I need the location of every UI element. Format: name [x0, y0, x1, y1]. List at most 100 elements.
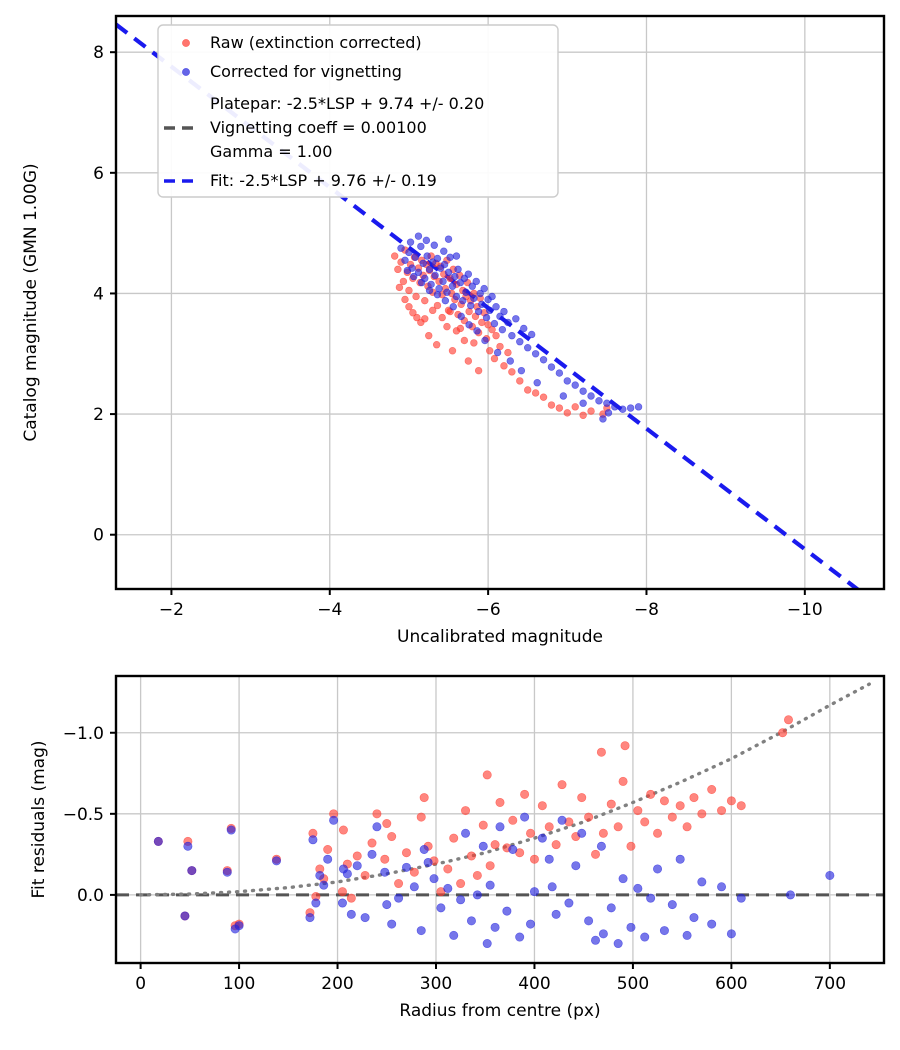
- data-point: [707, 919, 717, 929]
- data-point: [394, 893, 404, 903]
- axes-frame: [114, 14, 886, 591]
- data-point: [604, 409, 613, 417]
- y-tick-label: 6: [93, 164, 104, 184]
- data-point: [646, 789, 656, 799]
- legend-entry[interactable]: Fit: -2.5*LSP + 9.76 +/- 0.19: [164, 171, 437, 190]
- x-tick-label: 500: [617, 974, 649, 994]
- x-tick-label: −10: [787, 600, 823, 620]
- data-point: [443, 864, 453, 874]
- y-tick-label: 0: [93, 526, 104, 546]
- x-tick-label: 100: [223, 974, 255, 994]
- data-point: [564, 898, 574, 908]
- data-point: [466, 916, 476, 926]
- data-point: [490, 840, 500, 850]
- data-point: [531, 389, 540, 397]
- legend-entry[interactable]: Vignetting coeff = 0.00100: [164, 118, 427, 137]
- data-point: [411, 253, 419, 261]
- data-point: [443, 322, 451, 331]
- data-point: [516, 338, 524, 346]
- legend-entry[interactable]: Corrected for vignetting: [182, 62, 402, 81]
- data-point: [613, 939, 623, 949]
- data-point: [726, 796, 736, 806]
- legend-entry[interactable]: Raw (extinction corrected): [182, 33, 422, 52]
- data-point: [486, 306, 494, 315]
- data-point: [481, 336, 489, 345]
- data-point: [234, 921, 244, 931]
- data-point: [472, 277, 480, 286]
- data-point: [618, 874, 628, 884]
- x-tick-label: 700: [814, 974, 846, 994]
- data-point: [551, 909, 561, 919]
- legend-label: Platepar: -2.5*LSP + 9.74 +/- 0.20: [210, 94, 484, 113]
- data-point: [717, 806, 727, 816]
- data-point: [785, 890, 795, 900]
- data-point: [591, 849, 601, 859]
- data-point: [472, 870, 482, 880]
- plot-area: [116, 682, 884, 949]
- y-tick-label: 8: [93, 43, 104, 63]
- x-tick-label: 200: [321, 974, 353, 994]
- data-point: [533, 379, 541, 387]
- data-point: [417, 278, 426, 287]
- data-point: [405, 248, 413, 257]
- data-point: [736, 893, 746, 903]
- data-point: [619, 405, 627, 413]
- legend-marker-dot: [182, 39, 190, 47]
- data-point: [431, 271, 439, 280]
- plot-area: [116, 22, 861, 589]
- data-point: [571, 861, 581, 871]
- data-point: [478, 318, 486, 327]
- legend: Raw (extinction corrected) Corrected for …: [157, 24, 559, 198]
- data-point: [432, 341, 441, 349]
- legend-entry[interactable]: Platepar: -2.5*LSP + 9.74 +/- 0.20: [210, 94, 484, 113]
- data-point: [465, 321, 473, 329]
- data-point: [461, 828, 471, 838]
- data-point: [443, 288, 451, 296]
- data-point: [563, 377, 571, 385]
- data-point: [547, 401, 556, 409]
- data-point: [584, 812, 594, 822]
- data-point: [419, 793, 429, 803]
- data-point: [485, 861, 495, 871]
- data-point: [587, 407, 595, 415]
- data-point: [492, 303, 500, 311]
- data-point: [405, 286, 413, 295]
- data-point: [461, 806, 471, 816]
- y-tick-label: 2: [93, 405, 104, 425]
- data-point: [726, 929, 736, 939]
- series-corrected-for-vignetting: [397, 232, 643, 423]
- data-point: [425, 265, 434, 274]
- data-point: [500, 362, 508, 370]
- data-point: [438, 313, 446, 322]
- data-point: [493, 348, 502, 357]
- data-point: [474, 366, 483, 375]
- data-point: [633, 883, 643, 893]
- data-point: [537, 833, 547, 843]
- data-point: [620, 741, 630, 751]
- legend-label: Vignetting coeff = 0.00100: [210, 118, 427, 137]
- legend-label: Raw (extinction corrected): [210, 33, 422, 52]
- data-point: [618, 776, 628, 786]
- data-point: [659, 926, 669, 936]
- x-tick-label: 0: [135, 974, 146, 994]
- series-corrected-for-vignetting: [153, 812, 835, 949]
- data-point: [387, 832, 397, 842]
- data-point: [640, 932, 650, 942]
- data-point: [423, 252, 431, 260]
- data-point: [520, 789, 530, 799]
- data-point: [456, 895, 466, 905]
- data-point: [551, 840, 561, 850]
- data-point: [457, 312, 465, 321]
- data-point: [547, 882, 557, 892]
- data-point: [401, 256, 409, 264]
- legend-entry[interactable]: Gamma = 1.00: [210, 142, 332, 161]
- data-point: [448, 347, 457, 355]
- data-point: [502, 906, 512, 916]
- data-point: [416, 812, 426, 822]
- data-point: [520, 324, 528, 333]
- data-point: [417, 242, 425, 251]
- data-point: [427, 280, 435, 289]
- data-point: [464, 270, 473, 278]
- data-point: [440, 260, 449, 269]
- legend-label: Gamma = 1.00: [210, 142, 332, 161]
